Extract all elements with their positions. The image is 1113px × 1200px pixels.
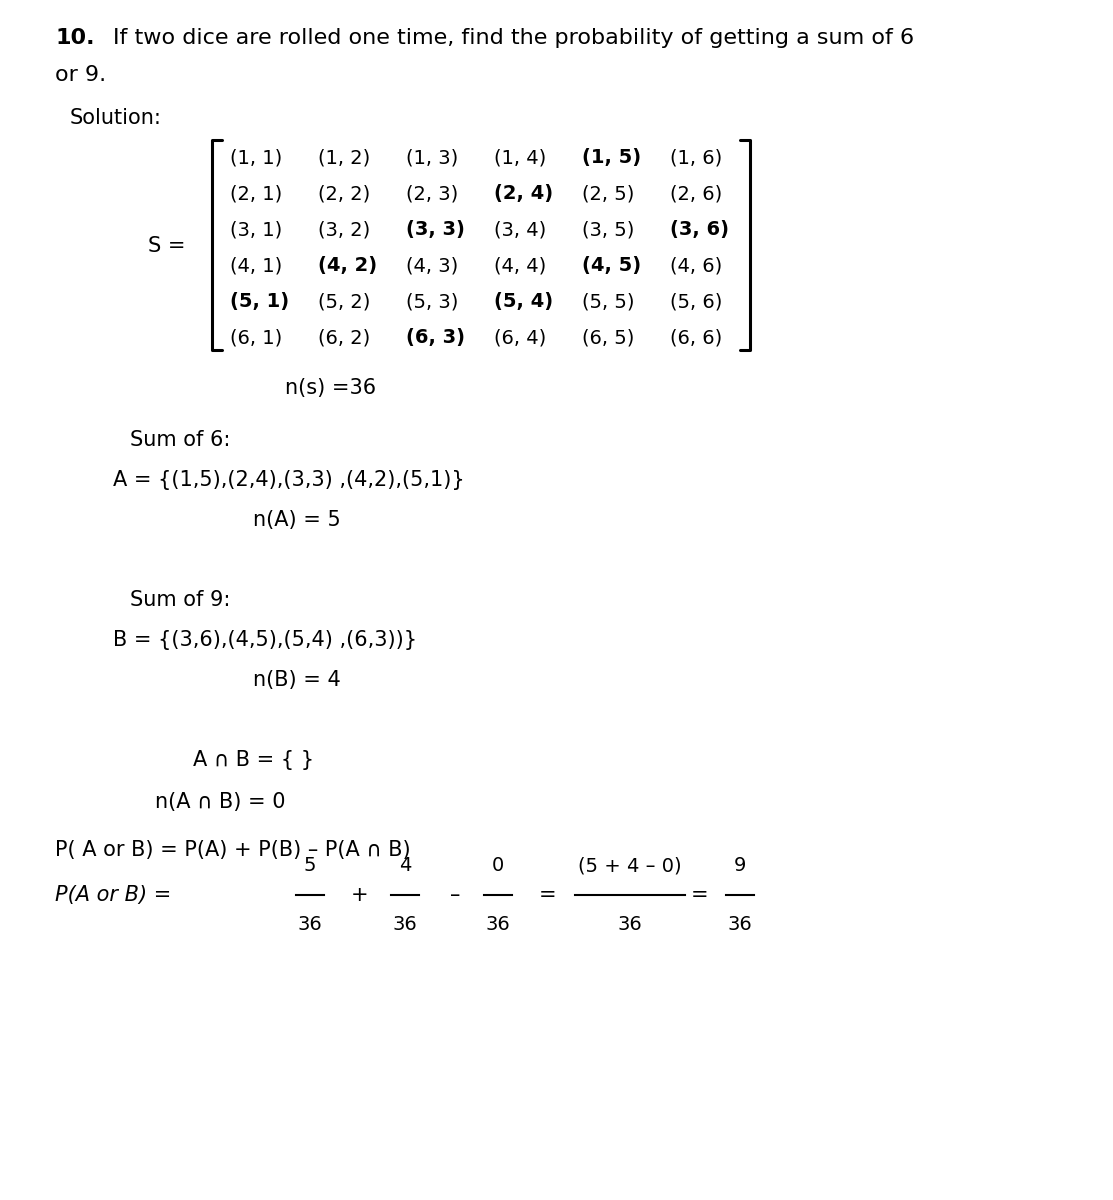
Text: 36: 36 [393, 914, 417, 934]
Text: n(A) = 5: n(A) = 5 [253, 510, 341, 530]
Text: (3, 1): (3, 1) [230, 220, 283, 239]
Text: n(s) =36: n(s) =36 [285, 378, 376, 398]
Text: (6, 5): (6, 5) [582, 328, 634, 347]
Text: n(B) = 4: n(B) = 4 [253, 670, 341, 690]
Text: P(A or B) =: P(A or B) = [55, 886, 171, 905]
Text: 36: 36 [297, 914, 323, 934]
Text: (2, 5): (2, 5) [582, 184, 634, 203]
Text: (4, 5): (4, 5) [582, 256, 641, 275]
Text: (3, 3): (3, 3) [406, 220, 465, 239]
Text: 36: 36 [485, 914, 511, 934]
Text: (5, 4): (5, 4) [494, 292, 553, 311]
Text: (2, 6): (2, 6) [670, 184, 722, 203]
Text: 36: 36 [618, 914, 642, 934]
Text: =: = [539, 886, 556, 905]
Text: =: = [691, 886, 709, 905]
Text: (5, 1): (5, 1) [230, 292, 289, 311]
Text: (6, 6): (6, 6) [670, 328, 722, 347]
Text: (1, 1): (1, 1) [230, 148, 283, 167]
Text: n(A ∩ B) = 0: n(A ∩ B) = 0 [155, 792, 286, 812]
Text: (6, 1): (6, 1) [230, 328, 283, 347]
Text: A = {(1,5),(2,4),(3,3) ,(4,2),(5,1)}: A = {(1,5),(2,4),(3,3) ,(4,2),(5,1)} [114, 470, 464, 490]
Text: (4, 1): (4, 1) [230, 256, 283, 275]
Text: (4, 3): (4, 3) [406, 256, 459, 275]
Text: (3, 6): (3, 6) [670, 220, 729, 239]
Text: (5, 2): (5, 2) [318, 292, 371, 311]
Text: (4, 6): (4, 6) [670, 256, 722, 275]
Text: Sum of 6:: Sum of 6: [130, 430, 230, 450]
Text: (5 + 4 – 0): (5 + 4 – 0) [578, 856, 682, 875]
Text: Solution:: Solution: [70, 108, 161, 128]
Text: 4: 4 [398, 856, 411, 875]
Text: (3, 2): (3, 2) [318, 220, 371, 239]
Text: (5, 3): (5, 3) [406, 292, 459, 311]
Text: 36: 36 [728, 914, 752, 934]
Text: (4, 2): (4, 2) [318, 256, 377, 275]
Text: A ∩ B = { }: A ∩ B = { } [193, 750, 314, 770]
Text: (1, 3): (1, 3) [406, 148, 459, 167]
Text: (2, 4): (2, 4) [494, 184, 553, 203]
Text: –: – [450, 886, 460, 905]
Text: (2, 1): (2, 1) [230, 184, 283, 203]
Text: (6, 3): (6, 3) [406, 328, 465, 347]
Text: +: + [352, 886, 368, 905]
Text: (6, 2): (6, 2) [318, 328, 371, 347]
Text: (3, 4): (3, 4) [494, 220, 546, 239]
Text: (1, 4): (1, 4) [494, 148, 546, 167]
Text: 9: 9 [733, 856, 746, 875]
Text: (2, 2): (2, 2) [318, 184, 371, 203]
Text: or 9.: or 9. [55, 65, 106, 85]
Text: Sum of 9:: Sum of 9: [130, 590, 230, 610]
Text: 5: 5 [304, 856, 316, 875]
Text: (4, 4): (4, 4) [494, 256, 546, 275]
Text: 10.: 10. [55, 28, 95, 48]
Text: If two dice are rolled one time, find the probability of getting a sum of 6: If two dice are rolled one time, find th… [114, 28, 914, 48]
Text: (6, 4): (6, 4) [494, 328, 546, 347]
Text: B = {(3,6),(4,5),(5,4) ,(6,3))}: B = {(3,6),(4,5),(5,4) ,(6,3))} [114, 630, 417, 650]
Text: P( A or B) = P(A) + P(B) – P(A ∩ B): P( A or B) = P(A) + P(B) – P(A ∩ B) [55, 840, 411, 860]
Text: 0: 0 [492, 856, 504, 875]
Text: (2, 3): (2, 3) [406, 184, 459, 203]
Text: (5, 5): (5, 5) [582, 292, 634, 311]
Text: S =: S = [148, 236, 186, 256]
Text: (3, 5): (3, 5) [582, 220, 634, 239]
Text: (5, 6): (5, 6) [670, 292, 722, 311]
Text: (1, 5): (1, 5) [582, 148, 641, 167]
Text: (1, 6): (1, 6) [670, 148, 722, 167]
Text: (1, 2): (1, 2) [318, 148, 371, 167]
